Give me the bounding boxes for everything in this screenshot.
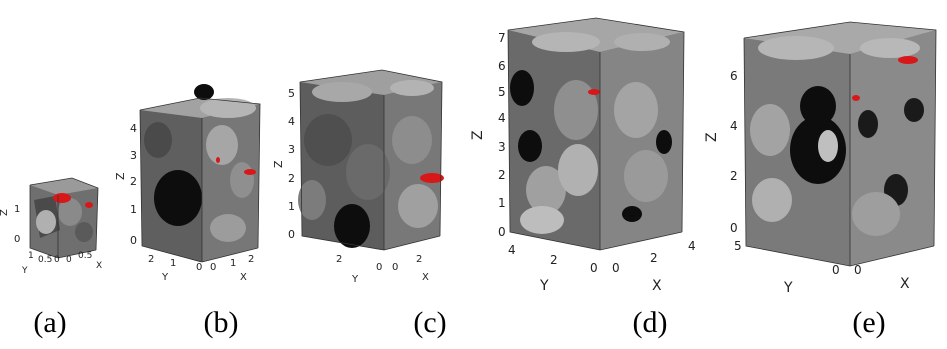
z-tick-b-2: 2 — [130, 175, 137, 188]
volume-render-c: 0 1 2 3 4 5 Z 2 0 0 2 Y X — [272, 69, 444, 285]
z-tick-d-7: 7 — [498, 31, 506, 45]
y-axis-label-e: Y — [783, 280, 793, 296]
x-axis-label-c: X — [422, 272, 429, 283]
y-tick-d-1: 2 — [550, 253, 558, 267]
z-tick-d-0: 0 — [498, 225, 506, 239]
y-axis-label-c: Y — [351, 274, 359, 285]
z-tick-d-3: 3 — [498, 140, 506, 154]
x-tick-c-0: 0 — [392, 262, 398, 273]
z-tick-d-2: 2 — [498, 168, 506, 182]
z-tick-e-1: 2 — [730, 169, 738, 183]
y-tick-e-1: 0 — [832, 263, 840, 277]
volume-render-e: 0 2 4 6 Z 5 0 0 Y X — [704, 21, 937, 296]
y-tick-c-0: 2 — [336, 254, 342, 265]
z-tick-e-0: 0 — [730, 221, 738, 235]
z-tick-c-2: 2 — [288, 172, 295, 185]
z-tick-b-0: 0 — [130, 234, 137, 247]
z-tick-c-5: 5 — [288, 87, 295, 100]
x-axis-label-e: X — [900, 276, 910, 292]
z-tick-d-6: 6 — [498, 59, 506, 73]
panel-b: 0 1 2 3 4 Z 2 1 0 0 1 2 Y X — [110, 0, 280, 349]
y-tick-b-0: 2 — [148, 254, 154, 265]
z-axis-label-a: Z — [0, 209, 10, 216]
caption-a: (a) — [33, 306, 67, 339]
x-tick-b-1: 1 — [230, 258, 236, 269]
y-tick-c-1: 0 — [376, 262, 382, 273]
x-tick-d-2: 4 — [688, 239, 696, 253]
y-axis-label-d: Y — [539, 278, 549, 294]
x-tick-c-1: 2 — [416, 254, 422, 265]
caption-c: (c) — [413, 306, 447, 339]
volume-render-b: 0 1 2 3 4 Z 2 1 0 0 1 2 Y X — [114, 84, 261, 283]
y-axis-label-a: Y — [21, 266, 28, 276]
y-tick-b-1: 1 — [170, 258, 176, 269]
panel-d: 0 1 2 3 4 5 6 7 Z 4 2 0 0 2 4 Y X — [466, 0, 706, 349]
caption-b: (b) — [203, 306, 239, 339]
z-tick-d-1: 1 — [498, 196, 506, 210]
z-tick-e-3: 6 — [730, 69, 738, 83]
x-axis-label-b: X — [240, 272, 247, 283]
z-tick-a-0: 0 — [14, 234, 20, 245]
z-tick-c-0: 0 — [288, 228, 295, 241]
caption-d: (d) — [632, 306, 668, 339]
z-tick-b-4: 4 — [130, 122, 137, 135]
z-tick-c-1: 1 — [288, 200, 295, 213]
x-axis-label-d: X — [652, 278, 662, 294]
y-tick-d-2: 0 — [590, 261, 598, 275]
x-tick-e-0: 0 — [854, 263, 862, 277]
z-tick-d-5: 5 — [498, 85, 506, 99]
z-tick-b-3: 3 — [130, 149, 137, 162]
y-tick-e-0: 5 — [734, 239, 742, 253]
panel-a: 0 1 Z 1 0.5 0 0 0.5 Y X — [0, 0, 130, 349]
y-tick-d-0: 4 — [508, 243, 516, 257]
volume-render-a: 0 1 Z 1 0.5 0 0 0.5 Y X — [0, 177, 102, 276]
x-axis-label-a: X — [96, 261, 102, 271]
panel-e: 0 2 4 6 Z 5 0 0 Y X — [700, 0, 947, 349]
x-tick-b-2: 2 — [248, 254, 254, 265]
x-tick-d-0: 0 — [612, 261, 620, 275]
z-tick-a-1: 1 — [14, 204, 20, 215]
z-axis-label-b: Z — [114, 172, 127, 180]
y-tick-a-2: 0 — [54, 255, 60, 265]
x-tick-a-0: 0 — [66, 255, 72, 265]
y-tick-a-0: 1 — [28, 251, 34, 261]
z-tick-b-1: 1 — [130, 203, 137, 216]
z-axis-label-d: Z — [470, 130, 486, 140]
y-axis-label-b: Y — [161, 272, 169, 283]
z-tick-c-4: 4 — [288, 115, 295, 128]
x-tick-a-1: 0.5 — [78, 251, 92, 261]
caption-e: (e) — [852, 306, 886, 339]
z-axis-label-e: Z — [704, 132, 720, 142]
x-tick-d-1: 2 — [650, 251, 658, 265]
panel-c: 0 1 2 3 4 5 Z 2 0 0 2 Y X — [272, 0, 472, 349]
z-tick-d-4: 4 — [498, 111, 506, 125]
z-tick-c-3: 3 — [288, 143, 295, 156]
volume-render-d: 0 1 2 3 4 5 6 7 Z 4 2 0 0 2 4 Y X — [470, 17, 696, 294]
y-tick-b-2: 0 — [196, 262, 202, 273]
x-tick-b-0: 0 — [210, 262, 216, 273]
z-tick-e-2: 4 — [730, 119, 738, 133]
z-axis-label-c: Z — [272, 160, 285, 168]
y-tick-a-1: 0.5 — [38, 255, 52, 265]
